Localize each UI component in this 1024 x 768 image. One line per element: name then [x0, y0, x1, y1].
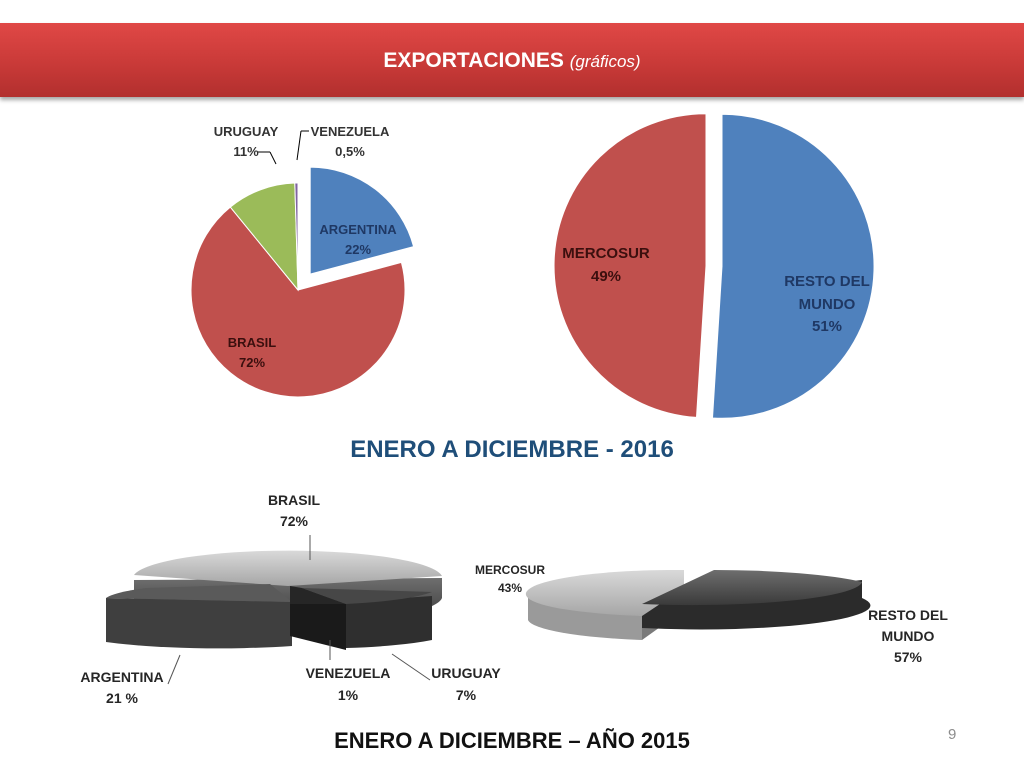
title-subtitle: (gráficos) [569, 52, 641, 71]
side-wall-venezuela-2015 [290, 590, 346, 650]
value-uruguay-2016: 11% [233, 144, 259, 159]
label-resto-line2-2015: MUNDO [882, 628, 935, 644]
pie-2016-countries: ARGENTINA 22% BRASIL 72% URUGUAY 11% VEN… [190, 124, 415, 398]
pie-2015-countries-3d: BRASIL 72% ARGENTINA 21 % VENEZUELA 1% U… [80, 492, 501, 706]
label-resto-line1-2015: RESTO DEL [868, 607, 948, 623]
label-brasil-2016: BRASIL [228, 335, 276, 350]
slice-uruguay-2015 [302, 588, 432, 604]
period-heading-2015: ENERO A DICIEMBRE – AÑO 2015 [334, 728, 690, 753]
slice-mercosur-2015 [525, 569, 684, 616]
leader-line-venezuela-v [296, 130, 302, 161]
slice-argentina-2015 [106, 584, 292, 602]
slice-brasil-2015 [134, 550, 442, 586]
leader-line-uruguay-v [269, 151, 277, 165]
page-number: 9 [948, 726, 957, 743]
label-uruguay-2016: URUGUAY [214, 124, 279, 139]
slice-2016-uruguay [229, 182, 299, 292]
leader-line-uruguay-2015 [391, 653, 431, 681]
side-wall-argentina-2015 [106, 598, 292, 649]
value-mercosur-2016: 49% [591, 268, 621, 285]
label-resto-line2-2016: MUNDO [799, 296, 856, 313]
slice-2016-argentina [309, 166, 415, 275]
label-argentina-2015: ARGENTINA [80, 669, 163, 685]
label-venezuela-2015: VENEZUELA [306, 665, 391, 681]
value-venezuela-2016: 0,5% [335, 144, 365, 159]
value-argentina-2015: 21 % [106, 690, 138, 706]
side-wall-uruguay-2015 [346, 596, 432, 648]
pie-2016-blocs: MERCOSUR 49% RESTO DEL MUNDO 51% [553, 113, 875, 419]
slice-2016-mercosur [553, 113, 707, 418]
value-venezuela-2015: 1% [338, 687, 359, 703]
slice-2016-resto-del-mundo [711, 113, 875, 419]
value-uruguay-2015: 7% [456, 687, 477, 703]
value-resto-2016: 51% [812, 318, 842, 335]
value-argentina-2016: 22% [345, 242, 371, 257]
leader-line-argentina-2015 [167, 654, 181, 685]
label-mercosur-2015: MERCOSUR [475, 563, 545, 577]
value-mercosur-2015: 43% [498, 581, 522, 595]
label-brasil-2015: BRASIL [268, 492, 321, 508]
label-argentina-2016: ARGENTINA [319, 222, 397, 237]
label-uruguay-2015: URUGUAY [431, 665, 501, 681]
slice-2016-brasil [190, 206, 406, 398]
title-banner [0, 23, 1024, 97]
slice-venezuela-2015 [290, 586, 346, 604]
pie-2015-blocs-3d: MERCOSUR 43% RESTO DEL MUNDO 57% [475, 563, 948, 665]
title-main: EXPORTACIONES [383, 49, 564, 72]
label-resto-line1-2016: RESTO DEL [784, 273, 870, 290]
label-mercosur-2016: MERCOSUR [562, 245, 650, 262]
side-wall-mercosur-2015 [528, 598, 642, 640]
value-brasil-2016: 72% [239, 355, 265, 370]
slide-title: EXPORTACIONES (gráficos) [0, 48, 1024, 75]
value-brasil-2015: 72% [280, 513, 309, 529]
value-resto-2015: 57% [894, 649, 923, 665]
slice-resto-2015 [642, 569, 862, 606]
label-venezuela-2016: VENEZUELA [311, 124, 390, 139]
slice-2016-venezuela [294, 182, 299, 291]
period-heading-2016: ENERO A DICIEMBRE - 2016 [350, 436, 674, 463]
